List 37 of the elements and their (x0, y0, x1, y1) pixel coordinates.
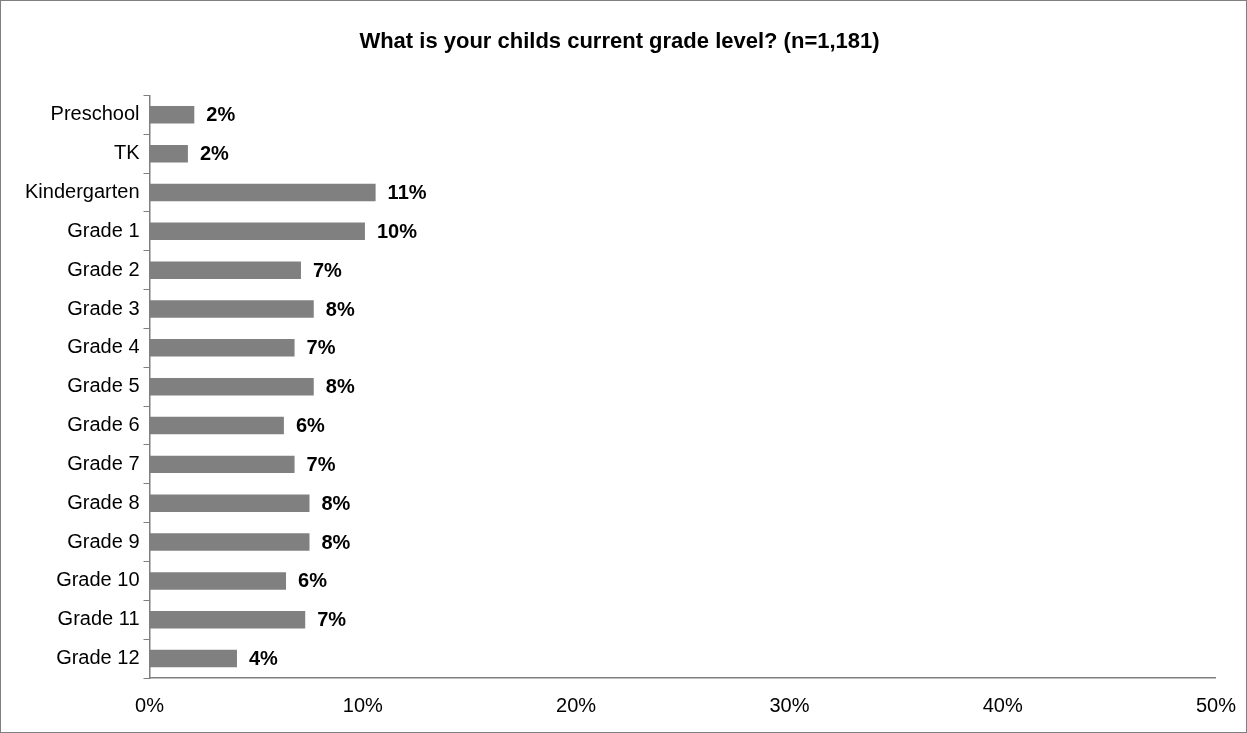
data-label: 10% (376, 219, 418, 242)
data-label: 7% (317, 608, 347, 631)
data-label: 7% (306, 336, 336, 359)
y-tick-label: Grade 2 (67, 257, 140, 280)
x-tick-label: 10% (342, 693, 384, 716)
data-label: 8% (325, 297, 355, 320)
y-tick-label: Grade 9 (67, 529, 140, 552)
y-tick-label: Grade 5 (67, 374, 140, 397)
x-tick-label: 0% (135, 693, 165, 716)
y-tick-label: Grade 7 (67, 451, 140, 474)
x-tick-label: 40% (982, 693, 1023, 716)
x-tick-label: 20% (556, 693, 597, 716)
x-tick-label: 30% (769, 693, 810, 716)
data-label: 4% (248, 647, 279, 670)
data-label: 2% (206, 103, 236, 126)
data-label: 8% (321, 491, 351, 514)
y-tick-label: Grade 6 (67, 413, 140, 436)
y-tick-label: Grade 8 (67, 490, 140, 513)
y-tick-label: Kindergarten (24, 180, 140, 203)
y-tick-label: Grade 1 (67, 218, 140, 241)
chart-title: What is your childs current grade level? (n=1,181) (359, 28, 880, 54)
data-label: 6% (295, 414, 326, 437)
data-label: 7% (312, 258, 343, 281)
data-label: 11% (387, 181, 427, 204)
y-tick-label: TK (113, 141, 141, 164)
y-tick-label: Grade 3 (67, 296, 140, 319)
data-label: 7% (306, 452, 336, 475)
y-tick-label: Grade 10 (56, 568, 140, 591)
data-label: 8% (325, 375, 355, 398)
data-label: 6% (298, 569, 328, 592)
y-tick-label: Grade 4 (67, 335, 140, 358)
y-tick-label: Grade 11 (57, 607, 140, 630)
data-label: 2% (199, 142, 230, 165)
y-tick-label: Preschool (50, 102, 140, 125)
x-tick-label: 50% (1195, 693, 1237, 716)
data-label: 8% (321, 530, 351, 553)
y-tick-label: Grade 12 (56, 646, 140, 669)
